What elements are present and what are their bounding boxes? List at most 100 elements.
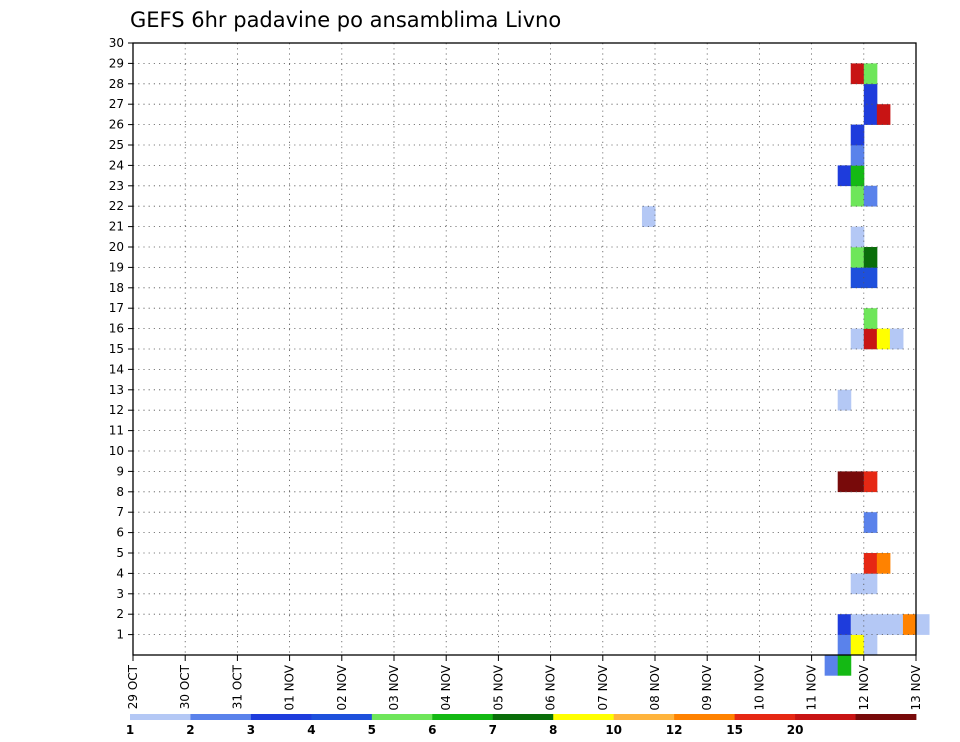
x-tick-label: 11 NOV — [805, 664, 819, 710]
heatmap-cell — [850, 145, 865, 166]
heatmap-cell — [863, 328, 878, 350]
chart-title: GEFS 6hr padavine po ansamblima Livno — [130, 8, 561, 32]
legend-swatch — [553, 714, 615, 720]
y-tick-label: 29 — [109, 56, 124, 70]
x-tick-label: 12 NOV — [857, 664, 871, 710]
y-tick-label: 20 — [109, 240, 124, 254]
heatmap-cell — [837, 165, 852, 187]
legend-swatch — [371, 714, 433, 720]
heatmap-cell — [889, 614, 904, 635]
heatmap-cell — [863, 104, 878, 125]
y-tick-label: 4 — [116, 566, 124, 580]
legend-label: 5 — [368, 723, 376, 737]
x-tick-label: 03 NOV — [387, 664, 401, 710]
y-tick-label: 10 — [109, 444, 124, 458]
legend-swatch — [795, 714, 856, 720]
heatmap-cell — [850, 124, 865, 146]
heatmap-cell — [850, 226, 865, 248]
heatmap-cell — [863, 63, 878, 85]
y-tick-label: 24 — [109, 158, 124, 172]
heatmap-cell — [850, 614, 865, 635]
y-tick-label: 8 — [116, 485, 124, 499]
heatmap-cell — [863, 308, 878, 329]
y-tick-label: 23 — [109, 179, 124, 193]
y-axis: 1234567891011121314151617181920212223242… — [109, 36, 133, 642]
heatmap-cell — [850, 471, 865, 493]
legend-swatch — [492, 714, 554, 720]
x-tick-label: 05 NOV — [491, 664, 505, 710]
y-tick-label: 19 — [109, 260, 124, 274]
legend-swatch — [311, 714, 373, 720]
heatmap-cell — [837, 655, 852, 676]
heatmap-cell — [850, 247, 865, 268]
x-tick-label: 13 NOV — [909, 664, 923, 710]
heatmap-cell — [837, 389, 852, 411]
legend-label: 8 — [549, 723, 557, 737]
heatmap-cell — [850, 185, 865, 207]
x-tick-label: 01 NOV — [283, 664, 297, 710]
y-tick-label: 9 — [116, 464, 124, 478]
legend-swatch — [432, 714, 494, 720]
heatmap-cell — [916, 614, 930, 635]
heatmap-cell — [850, 634, 865, 656]
heatmap-cell — [850, 63, 865, 85]
x-tick-label: 08 NOV — [648, 664, 662, 710]
heatmap-cell — [863, 512, 878, 533]
grid-lines — [133, 42, 916, 655]
legend-label: 6 — [428, 723, 436, 737]
heatmap-cell — [876, 328, 891, 350]
legend-label: 10 — [605, 723, 622, 737]
heatmap-cell — [863, 267, 878, 289]
x-tick-label: 29 OCT — [126, 664, 140, 709]
y-tick-label: 18 — [109, 281, 124, 295]
heatmap-cell — [837, 614, 852, 635]
heatmap-cell — [837, 471, 852, 493]
legend-swatch — [734, 714, 796, 720]
x-axis: 29 OCT 30 OCT 31 OCT 01 NOV 02 NOV 03 NOV 04 N… — [126, 655, 923, 711]
y-tick-label: 3 — [116, 587, 124, 601]
legend-swatch — [855, 714, 917, 720]
y-tick-label: 28 — [109, 77, 124, 91]
legend-label: 20 — [787, 723, 804, 737]
heatmap-cell — [876, 614, 891, 635]
heatmap-cell — [902, 614, 917, 635]
y-tick-label: 25 — [109, 138, 124, 152]
y-tick-label: 12 — [109, 403, 124, 417]
heatmap-cell — [889, 328, 904, 350]
y-tick-label: 6 — [116, 526, 124, 540]
legend-swatch — [613, 714, 675, 720]
y-tick-label: 5 — [116, 546, 124, 560]
heatmap-cell — [850, 573, 865, 595]
legend-swatch — [250, 714, 312, 720]
x-tick-label: 31 OCT — [230, 664, 244, 709]
heatmap-cell — [863, 185, 878, 207]
legend-swatch — [674, 714, 736, 720]
legend-label: 2 — [186, 723, 194, 737]
y-tick-label: 21 — [109, 220, 124, 234]
heatmap-cell — [863, 573, 878, 595]
y-tick-label: 15 — [109, 342, 124, 356]
y-tick-label: 17 — [109, 301, 124, 315]
y-tick-label: 7 — [116, 505, 124, 519]
y-tick-label: 14 — [109, 362, 124, 376]
heatmap-cell — [837, 634, 852, 656]
heatmap-cell — [863, 634, 878, 656]
y-tick-label: 26 — [109, 118, 124, 132]
y-tick-label: 22 — [109, 199, 124, 213]
legend-label: 15 — [726, 723, 743, 737]
heatmap-cell — [863, 83, 878, 105]
heatmap-cell — [850, 165, 865, 187]
x-tick-label: 06 NOV — [544, 664, 558, 710]
legend-label: 4 — [307, 723, 315, 737]
heatmap-cell — [876, 553, 891, 574]
y-tick-label: 2 — [116, 607, 124, 621]
color-legend: 1 2 3 4 5 6 7 8 10 12 15 20 — [126, 714, 917, 737]
heatmap-cells — [641, 63, 930, 676]
legend-swatch — [130, 714, 191, 720]
heatmap-cell — [876, 104, 891, 125]
heatmap-cell — [863, 247, 878, 268]
x-tick-label: 10 NOV — [752, 664, 766, 710]
x-tick-label: 09 NOV — [700, 664, 714, 710]
y-tick-label: 11 — [109, 424, 124, 438]
